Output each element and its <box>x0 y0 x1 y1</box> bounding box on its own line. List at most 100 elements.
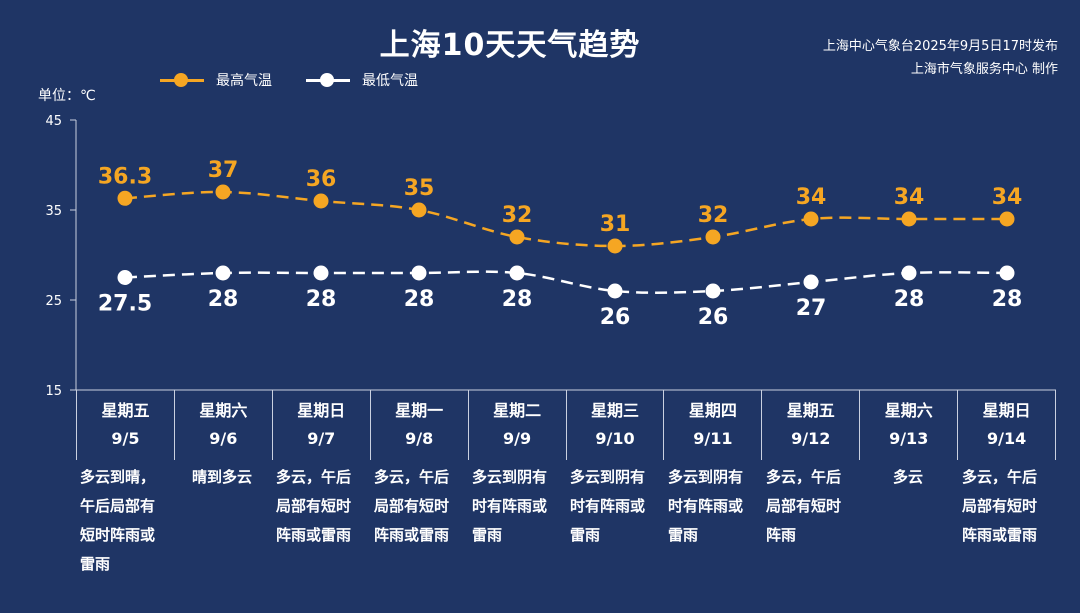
day-weather-text: 多云，午后局部有短时阵雨或雷雨 <box>276 468 352 544</box>
high-temp-label: 34 <box>894 185 925 210</box>
high-temp-point <box>313 193 329 209</box>
chart-title: 上海10天天气趋势 <box>379 28 641 63</box>
day-weather-text: 多云，午后局部有短时阵雨或雷雨 <box>962 468 1038 544</box>
low-temp-point <box>313 265 329 281</box>
low-temp-label: 28 <box>404 287 435 312</box>
legend-low-swatch <box>306 73 350 87</box>
y-tick-label: 25 <box>45 294 62 309</box>
low-temp-label: 26 <box>698 305 729 330</box>
low-temp-point <box>803 274 819 290</box>
low-temp-label: 28 <box>894 287 925 312</box>
low-temp-label: 28 <box>208 287 239 312</box>
day-header: 星期日 9/7 <box>273 390 371 460</box>
low-temp-point <box>411 265 427 281</box>
day-weather-text: 多云到阴有时有阵雨或雷雨 <box>668 468 744 544</box>
legend-high-swatch <box>160 73 204 87</box>
day-weekday: 星期二 <box>493 401 542 420</box>
high-temp-point <box>999 211 1015 227</box>
legend-low-label: 最低气温 <box>362 73 418 89</box>
y-tick-label: 15 <box>45 384 62 399</box>
high-temp-label: 34 <box>796 185 827 210</box>
low-temp-label: 27 <box>796 296 827 321</box>
day-date: 9/11 <box>693 429 733 448</box>
day-weekday: 星期六 <box>199 401 248 420</box>
day-date: 9/14 <box>986 429 1027 448</box>
day-date: 9/7 <box>307 429 336 448</box>
y-tick-label: 35 <box>45 204 62 219</box>
low-temp-point <box>901 265 917 281</box>
day-header-row: 星期五 9/5 星期六 9/6 星期日 9/7 星期一 9/8 星期二 9/9 星期三 9/10 星期四… <box>76 390 1057 460</box>
legend-item-low: 最低气温 <box>306 70 418 90</box>
day-header: 星期二 9/9 <box>469 390 567 460</box>
low-temp-label: 28 <box>306 287 337 312</box>
day-weekday: 星期五 <box>101 401 150 420</box>
low-temp-point <box>607 283 623 299</box>
day-date: 9/8 <box>405 429 434 448</box>
legend-high-label: 最高气温 <box>216 73 272 89</box>
day-weekday: 星期一 <box>395 401 444 420</box>
day-date: 9/13 <box>889 429 929 448</box>
day-header: 星期四 9/11 <box>664 390 763 460</box>
high-temp-line <box>124 190 1007 248</box>
low-temp-label: 26 <box>600 305 631 330</box>
day-weekday: 星期五 <box>786 401 835 420</box>
weather-description-row: 多云到晴，午后局部有短时阵雨或雷雨 晴到多云 多云，午后局部有短时阵雨或雷雨 多云，午… <box>76 463 1056 579</box>
day-date: 9/9 <box>503 429 532 448</box>
day-header: 星期一 9/8 <box>371 390 469 460</box>
high-temp-label: 36 <box>306 167 337 192</box>
day-weekday: 星期四 <box>688 401 737 420</box>
low-temp-line <box>124 270 1008 294</box>
day-date: 9/10 <box>595 429 635 448</box>
publisher-line-2: 上海市气象服务中心 制作 <box>910 62 1058 77</box>
day-weather-text: 晴到多云 <box>191 468 252 486</box>
high-temp-point <box>803 211 819 227</box>
day-weather-text: 多云到阴有时有阵雨或雷雨 <box>472 468 548 544</box>
day-weekday: 星期日 <box>982 401 1031 420</box>
high-temp-point <box>705 229 721 245</box>
low-temp-point <box>215 265 231 281</box>
low-temp-point <box>509 265 525 281</box>
chart-legend: 最高气温 最低气温 <box>160 70 452 90</box>
day-weekday: 星期三 <box>590 401 639 420</box>
low-temp-label: 27.5 <box>98 292 152 317</box>
day-weather-text: 多云到晴，午后局部有短时阵雨或雷雨 <box>80 468 156 573</box>
day-date: 9/6 <box>209 429 238 448</box>
day-header: 星期日 9/14 <box>958 390 1057 460</box>
publisher-line-1: 上海中心气象台2025年9月5日17时发布 <box>822 39 1058 54</box>
high-temp-point <box>215 184 231 200</box>
low-temp-label: 28 <box>502 287 533 312</box>
high-temp-label: 34 <box>992 185 1023 210</box>
day-header: 星期六 9/13 <box>860 390 959 460</box>
day-weather-text: 多云，午后局部有短时阵雨 <box>766 468 842 544</box>
high-temp-label: 32 <box>502 203 533 228</box>
high-temp-label: 31 <box>600 212 631 237</box>
high-temp-point <box>411 202 427 218</box>
high-temp-point <box>607 238 623 254</box>
high-temp-point <box>509 229 525 245</box>
day-weather-text: 多云 <box>892 468 923 486</box>
low-temp-point <box>999 265 1015 281</box>
high-temp-point <box>901 211 917 227</box>
day-weekday: 星期日 <box>297 401 346 420</box>
day-date: 9/5 <box>111 429 140 448</box>
day-header: 星期六 9/6 <box>175 390 273 460</box>
publisher-info: 上海中心气象台2025年9月5日17时发布 上海市气象服务中心 制作 <box>823 35 1058 81</box>
low-temp-point <box>117 270 133 285</box>
unit-label: 单位：℃ <box>38 88 96 104</box>
high-temp-point <box>117 190 133 206</box>
day-header: 星期三 9/10 <box>567 390 665 460</box>
day-weekday: 星期六 <box>884 401 933 420</box>
high-temp-label: 32 <box>698 203 729 228</box>
day-header: 星期五 9/5 <box>76 390 175 460</box>
high-temp-label: 36.3 <box>98 164 152 189</box>
high-temp-label: 37 <box>208 158 239 183</box>
legend-item-high: 最高气温 <box>160 70 272 90</box>
day-weather-text: 多云到阴有时有阵雨或雷雨 <box>570 468 646 544</box>
y-tick-label: 45 <box>45 114 62 129</box>
high-temp-label: 35 <box>404 176 435 201</box>
low-temp-label: 28 <box>992 287 1023 312</box>
day-weather-text: 多云，午后局部有短时阵雨或雷雨 <box>374 468 450 544</box>
day-header: 星期五 9/12 <box>762 390 861 460</box>
low-temp-point <box>705 283 721 299</box>
